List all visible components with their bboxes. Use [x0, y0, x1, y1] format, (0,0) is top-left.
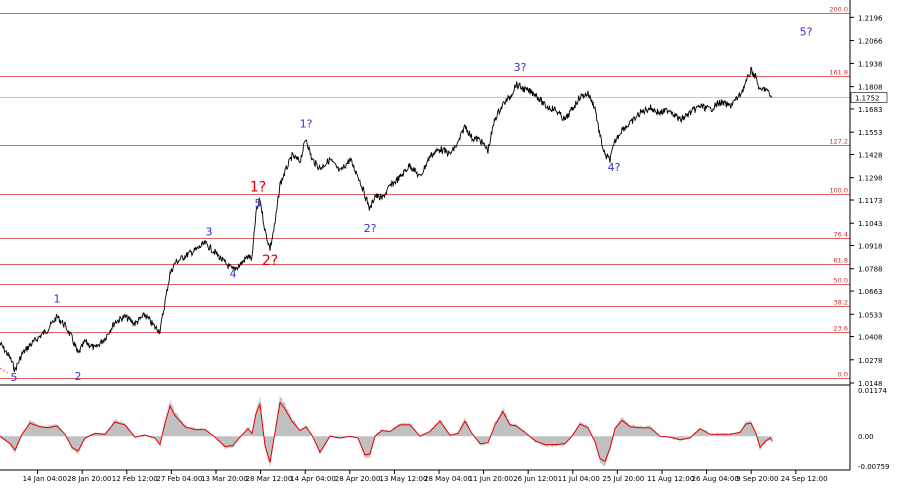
time-tick-label-15: 11 Aug 12:00	[647, 475, 694, 483]
fib-label-2: 127.2	[829, 138, 848, 146]
time-tick-label-10: 28 May 04:00	[424, 475, 472, 483]
time-tick-label-4: 27 Feb 04:00	[156, 475, 202, 483]
fib-label-6: 50.0	[834, 277, 848, 285]
wave-label-6: 1?	[250, 180, 266, 196]
time-tick-label-2: 28 Jan 20:00	[67, 475, 111, 483]
price-tick-label-10: 1.0918	[858, 243, 883, 251]
fibonacci-levels: 200.0161.8127.2100.076.461.850.038.223.6…	[0, 6, 850, 379]
wave-label-4: 4	[230, 268, 237, 281]
price-series	[0, 66, 773, 373]
price-series-layer	[0, 66, 773, 374]
price-tick-label-15: 1.0278	[858, 357, 883, 365]
wave-label-3: 3	[206, 225, 213, 238]
price-tick-label-2: 1.1938	[858, 60, 883, 68]
price-tick-label-11: 1.0788	[858, 266, 883, 274]
price-tick-label-13: 1.0533	[858, 311, 883, 319]
time-tick-label-13: 11 Jul 04:00	[558, 475, 600, 483]
price-tick-label-12: 1.0663	[858, 288, 883, 296]
oscillator-signal-line	[0, 401, 773, 463]
fib-label-5: 61.8	[834, 257, 848, 265]
price-tick-label-14: 1.0408	[858, 334, 883, 342]
current-price-box	[850, 92, 888, 103]
fib-label-1: 161.8	[829, 69, 848, 77]
time-tick-label-18: 24 Sep 12:00	[781, 475, 828, 483]
price-tick-label-0: 1.2196	[858, 14, 883, 22]
price-tick-label-6: 1.1428	[858, 151, 883, 159]
wave-label-5: 5	[255, 197, 262, 210]
time-tick-label-12: 26 Jun 12:00	[513, 475, 557, 483]
price-tick-label-16: 1.0148	[858, 380, 883, 388]
time-tick-label-16: 26 Aug 04:00	[692, 475, 739, 483]
time-tick-label-11: 11 Jun 20:00	[469, 475, 513, 483]
fib-label-3: 100.0	[829, 187, 848, 195]
fib-label-9: 0.0	[838, 371, 848, 379]
current-price-label: 1.1752	[855, 95, 880, 103]
oscillator-axis-label-1: 0.00	[858, 433, 874, 441]
price-tick-label-5: 1.1553	[858, 129, 883, 137]
price-tick-label-1: 1.2066	[858, 38, 883, 46]
time-tick-label-5: 13 Mar 20:00	[201, 475, 248, 483]
wave-label-1: 1	[54, 292, 61, 305]
wave-label-10: 3?	[514, 61, 527, 74]
start-marker	[0, 367, 9, 374]
wave-label-8: 1?	[300, 117, 313, 130]
time-tick-label-9: 13 May 12:00	[379, 475, 427, 483]
price-tick-label-7: 1.1298	[858, 175, 883, 183]
fib-label-4: 76.4	[834, 231, 848, 239]
fib-label-8: 23.6	[834, 325, 848, 333]
time-tick-label-1: 14 Jan 04:00	[23, 475, 67, 483]
wave-label-11: 4?	[608, 161, 621, 174]
wave-label-2: 2	[75, 370, 82, 383]
oscillator-axis-label-2: -0.00759	[858, 463, 889, 471]
price-tick-label-8: 1.1173	[858, 197, 883, 205]
time-tick-label-6: 28 Mar 12:00	[246, 475, 293, 483]
fib-label-0: 200.0	[829, 6, 848, 14]
axes: 1.2196 1.2066 1.1938 1.1808 1.1683 1.1553 1.14…	[0, 0, 888, 483]
wave-label-12: 5?	[800, 25, 813, 38]
price-tick-label-4: 1.1683	[858, 106, 883, 114]
time-tick-label-8: 28 Apr 20:00	[335, 475, 381, 483]
time-tick-label-14: 25 Jul 20:00	[602, 475, 644, 483]
time-tick-label-3: 12 Feb 12:00	[112, 475, 158, 483]
wave-label-0: 5	[11, 371, 18, 384]
time-tick-label-17: 9 Sep 20:00	[736, 475, 778, 483]
fib-label-7: 38.2	[834, 299, 848, 307]
oscillator-panel: 0.01174 0.00 -0.00759	[0, 387, 889, 471]
oscillator-axis-label-0: 0.01174	[858, 387, 887, 395]
time-tick-label-7: 14 Apr 04:00	[290, 475, 336, 483]
wave-label-7: 2?	[262, 253, 278, 269]
wave-label-9: 2?	[364, 222, 377, 235]
price-tick-label-3: 1.1808	[858, 84, 883, 92]
price-tick-label-9: 1.1043	[858, 220, 883, 228]
